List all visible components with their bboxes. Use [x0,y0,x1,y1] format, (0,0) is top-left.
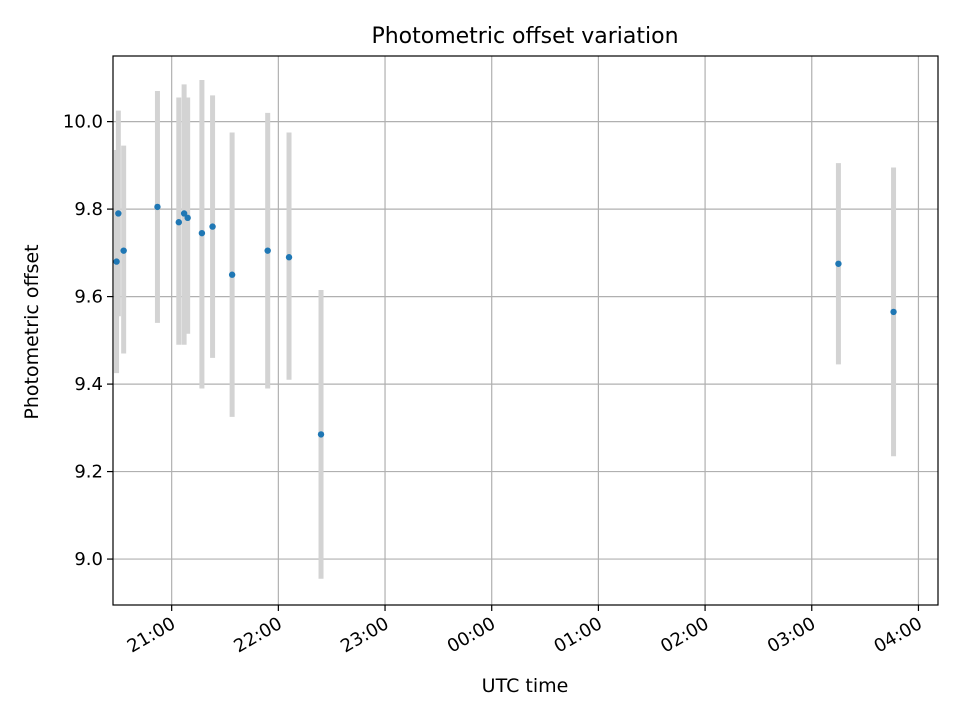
y-axis-label: Photometric offset [21,244,43,419]
data-points [113,203,897,438]
y-axis-ticks: 9.0 9.2 9.4 9.6 9.8 10.0 [63,112,113,570]
x-axis-label: UTC time [482,675,569,697]
plot-frame [112,55,939,606]
y-tick-label: 9.8 [74,199,103,220]
data-point [113,258,120,265]
y-tick-label: 9.0 [74,549,103,570]
data-point [120,247,127,254]
data-point [180,210,188,217]
data-point [209,223,216,230]
y-tick-label: 10.0 [63,112,103,133]
data-point [264,247,271,254]
data-point [835,260,842,267]
data-point [115,210,122,217]
chart-title: Photometric offset variation [371,24,678,49]
data-point [285,254,293,261]
data-point [317,431,325,438]
data-point [198,229,206,237]
y-tick-label: 9.6 [74,287,103,308]
y-tick-label: 9.2 [74,462,103,483]
data-point [228,271,236,278]
grid-lines [113,56,938,605]
data-point [184,214,191,222]
data-point [154,203,161,211]
data-point [890,308,897,316]
y-tick-label: 9.4 [74,374,103,395]
data-point [175,219,182,226]
